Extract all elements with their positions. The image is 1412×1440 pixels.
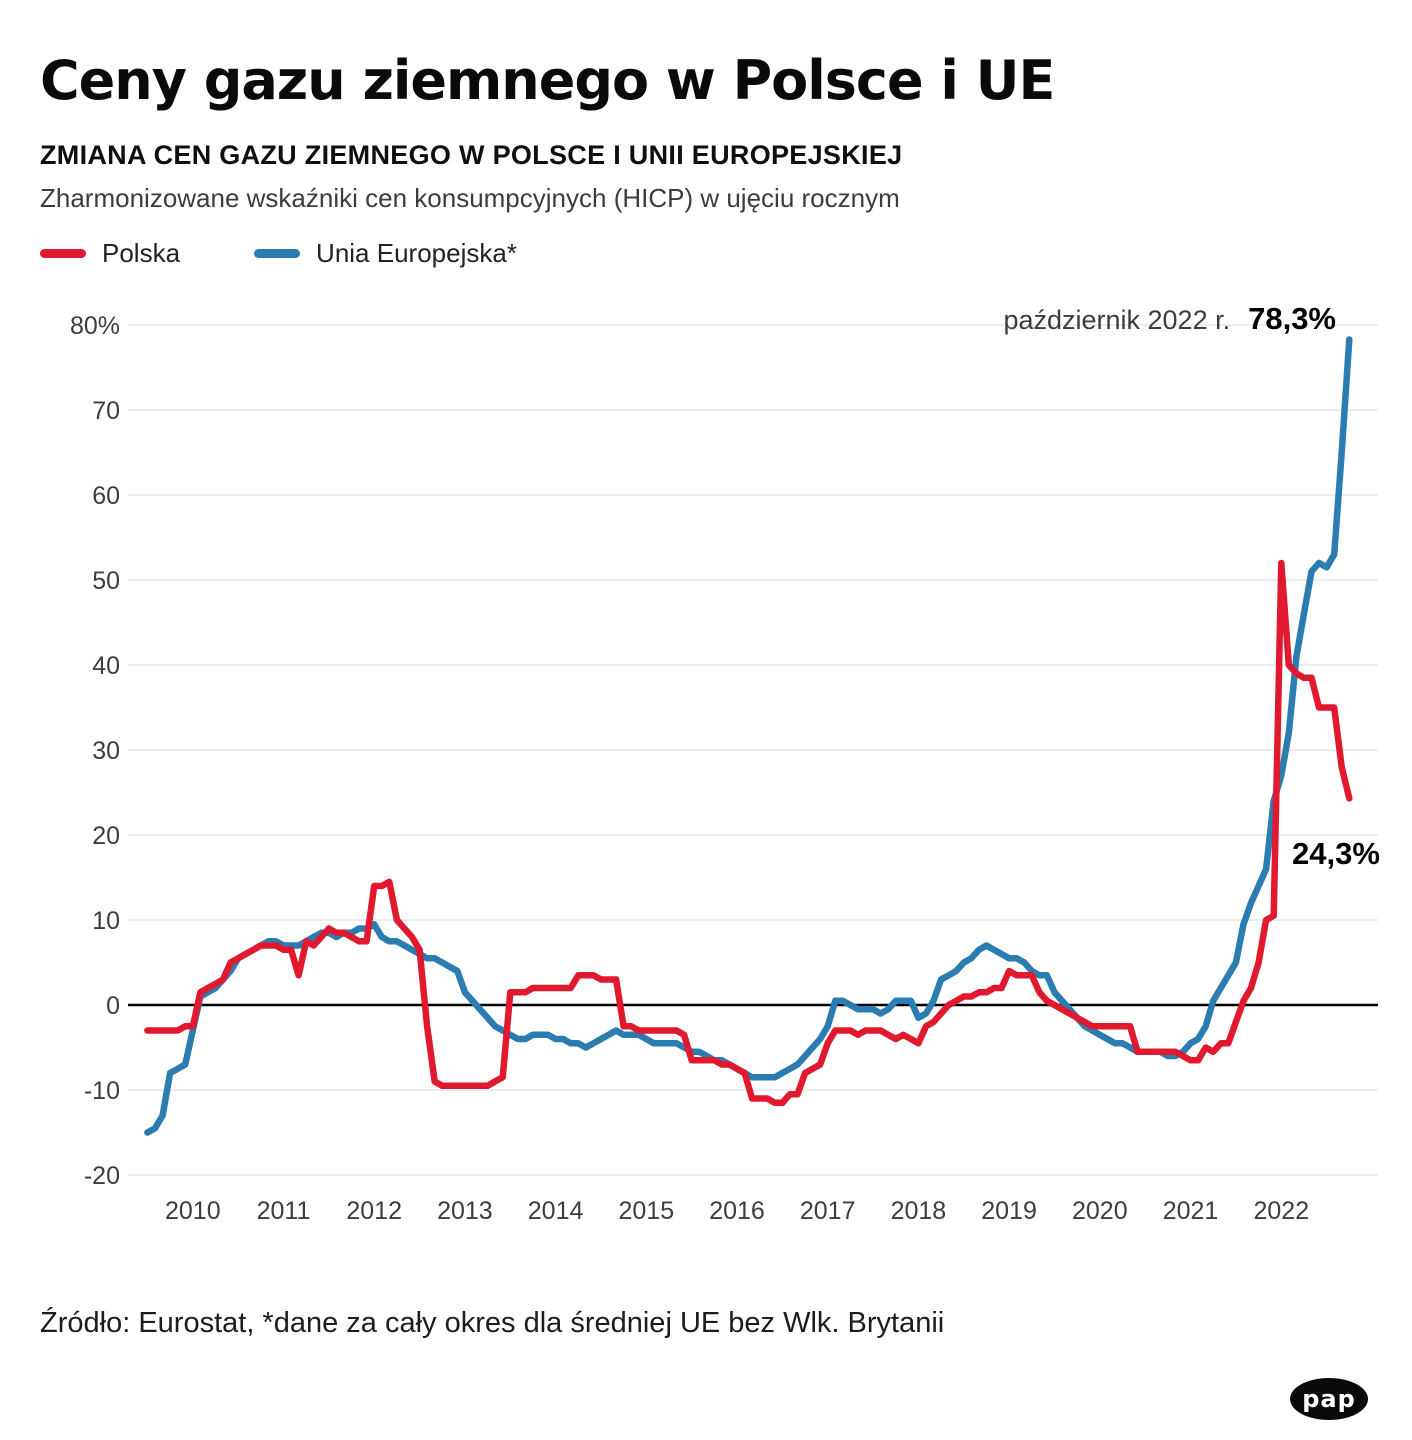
x-axis-label: 2011 [257, 1197, 311, 1225]
series-line-ue [144, 336, 1353, 1137]
y-axis-label: 60 [92, 482, 120, 510]
annotation-latest-eu: październik 2022 r. 78,3% [1003, 301, 1336, 337]
chart-legend: Polska Unia Europejska* [40, 238, 1372, 269]
chart-subtitle: ZMIANA CEN GAZU ZIEMNEGO W POLSCE I UNII… [40, 140, 903, 171]
legend-item-ue: Unia Europejska* [254, 238, 517, 269]
page-title: Ceny gazu ziemnego w Polsce i UE [40, 49, 1055, 112]
pap-logo: pap [1290, 1378, 1368, 1420]
x-axis-label: 2017 [800, 1197, 856, 1225]
x-axis-label: 2020 [1072, 1197, 1128, 1225]
y-axis-label: 40 [92, 652, 120, 680]
y-axis-label: 80% [70, 312, 120, 340]
y-axis-label: 50 [92, 567, 120, 595]
x-axis-label: 2012 [346, 1197, 402, 1225]
x-axis-label: 2015 [618, 1197, 674, 1225]
x-axis-label: 2010 [165, 1197, 221, 1225]
x-axis-label: 2022 [1253, 1197, 1309, 1225]
chart-area: 80% 70 60 50 40 30 20 10 0 -10 -20 2010 2011 2012 2013… [40, 291, 1380, 1231]
x-axis-label: 2014 [528, 1197, 584, 1225]
chart-description: Zharmonizowane wskaźniki cen konsumpcyjn… [40, 183, 900, 214]
x-axis-label: 2019 [981, 1197, 1037, 1225]
annotation-poland-value: 24,3% [1292, 836, 1380, 872]
series-line-polska [144, 560, 1353, 1107]
y-axis-label: 10 [92, 907, 120, 935]
legend-label-ue: Unia Europejska* [316, 238, 517, 269]
x-axis-label: 2021 [1163, 1197, 1219, 1225]
annotation-date: październik 2022 r. [1003, 305, 1231, 336]
legend-label-polska: Polska [102, 238, 181, 269]
y-axis-label: 30 [92, 737, 120, 765]
y-axis-label: 70 [92, 397, 120, 425]
y-axis-label: 20 [92, 822, 120, 850]
ue-line-swatch [254, 249, 301, 259]
legend-item-polska: Polska [40, 238, 180, 269]
y-axis-label: 0 [106, 992, 120, 1020]
y-axis-label: -20 [84, 1162, 120, 1190]
y-axis-label: -10 [84, 1077, 120, 1105]
annotation-eu-value: 78,3% [1248, 301, 1336, 337]
x-axis-label: 2016 [709, 1197, 765, 1225]
x-axis-label: 2013 [437, 1197, 493, 1225]
polska-line-swatch [40, 249, 86, 259]
source-note: Źródło: Eurostat, *dane za cały okres dl… [40, 1307, 945, 1340]
x-axis-label: 2018 [891, 1197, 947, 1225]
